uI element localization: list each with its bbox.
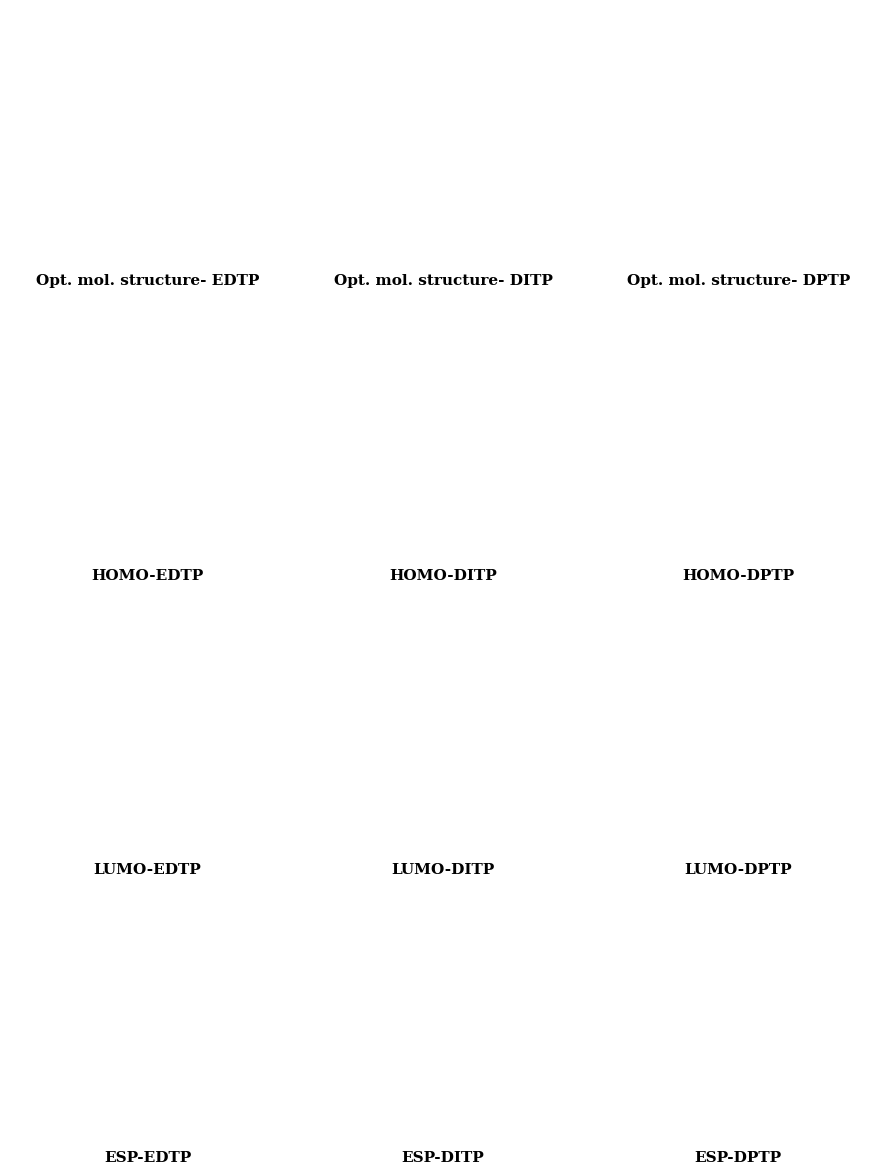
Text: ESP-EDTP: ESP-EDTP [104, 1151, 191, 1165]
Text: Opt. mol. structure- DITP: Opt. mol. structure- DITP [333, 273, 553, 287]
Text: LUMO-DITP: LUMO-DITP [392, 864, 494, 878]
Text: ESP-DITP: ESP-DITP [401, 1151, 485, 1165]
Text: HOMO-DITP: HOMO-DITP [389, 568, 497, 582]
Text: LUMO-DPTP: LUMO-DPTP [685, 864, 792, 878]
Text: Opt. mol. structure- EDTP: Opt. mol. structure- EDTP [36, 273, 260, 287]
Text: HOMO-EDTP: HOMO-EDTP [91, 568, 204, 582]
Text: HOMO-DPTP: HOMO-DPTP [682, 568, 795, 582]
Text: Opt. mol. structure- DPTP: Opt. mol. structure- DPTP [626, 273, 850, 287]
Text: LUMO-EDTP: LUMO-EDTP [94, 864, 201, 878]
Text: ESP-DPTP: ESP-DPTP [695, 1151, 782, 1165]
